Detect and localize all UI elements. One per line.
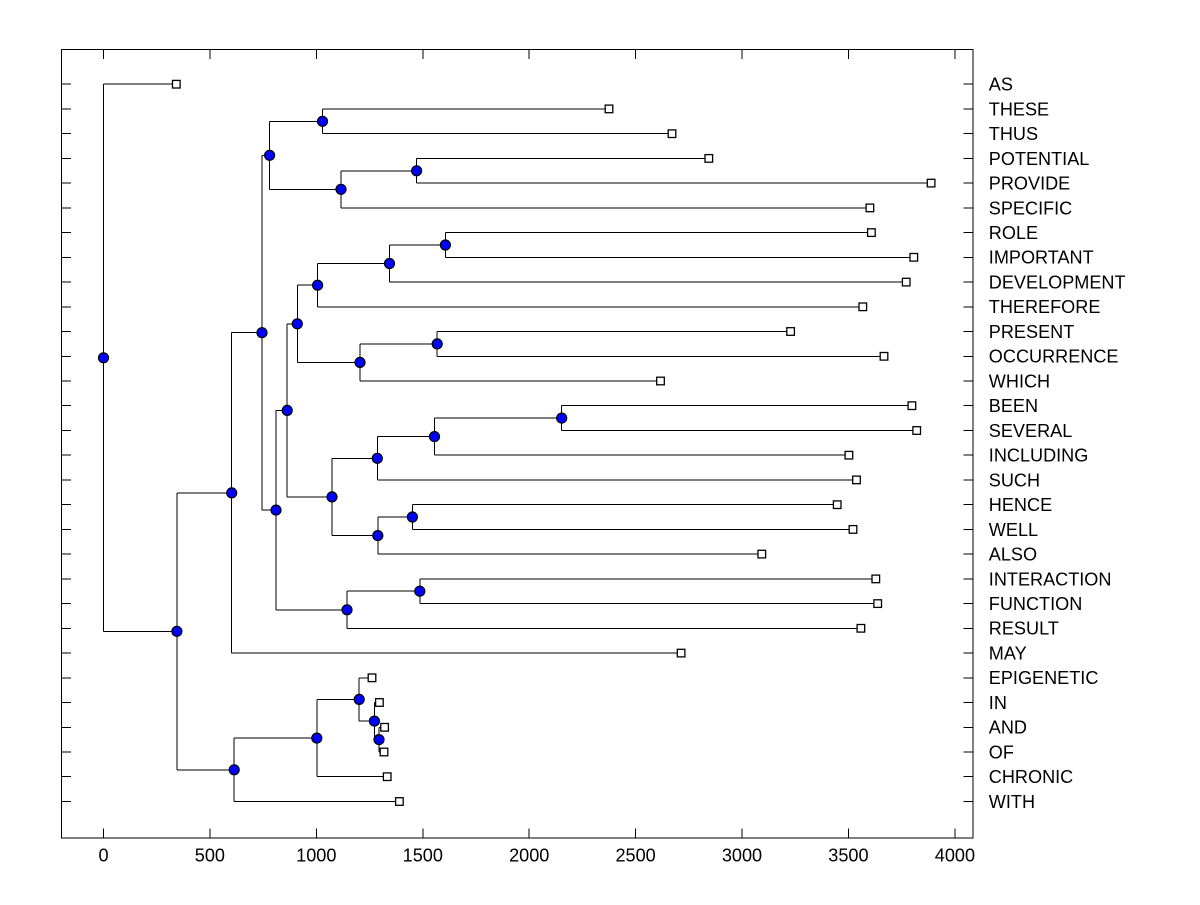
svg-text:INCLUDING: INCLUDING: [989, 446, 1089, 466]
svg-text:ROLE: ROLE: [989, 223, 1038, 243]
svg-text:AS: AS: [989, 75, 1013, 95]
svg-text:PRESENT: PRESENT: [989, 322, 1074, 342]
svg-text:OF: OF: [989, 742, 1014, 762]
svg-text:SPECIFIC: SPECIFIC: [989, 198, 1072, 218]
svg-text:SEVERAL: SEVERAL: [989, 421, 1072, 441]
svg-text:0: 0: [98, 846, 108, 866]
svg-text:EPIGENETIC: EPIGENETIC: [989, 668, 1099, 688]
svg-text:POTENTIAL: POTENTIAL: [989, 149, 1090, 169]
svg-text:THESE: THESE: [989, 99, 1049, 119]
svg-text:2500: 2500: [615, 846, 655, 866]
svg-text:IMPORTANT: IMPORTANT: [989, 248, 1094, 268]
svg-text:HENCE: HENCE: [989, 495, 1052, 515]
svg-text:INTERACTION: INTERACTION: [989, 569, 1112, 589]
svg-text:CHRONIC: CHRONIC: [989, 767, 1073, 787]
svg-text:2000: 2000: [509, 846, 549, 866]
svg-text:PROVIDE: PROVIDE: [989, 174, 1070, 194]
svg-text:DEVELOPMENT: DEVELOPMENT: [989, 273, 1126, 293]
svg-text:3000: 3000: [722, 846, 762, 866]
svg-text:AND: AND: [989, 718, 1027, 738]
svg-text:MAY: MAY: [989, 644, 1027, 664]
svg-text:1000: 1000: [296, 846, 336, 866]
svg-text:ALSO: ALSO: [989, 545, 1037, 565]
svg-text:500: 500: [195, 846, 225, 866]
svg-text:WELL: WELL: [989, 520, 1038, 540]
svg-text:3500: 3500: [828, 846, 868, 866]
svg-text:IN: IN: [989, 693, 1007, 713]
svg-text:OCCURRENCE: OCCURRENCE: [989, 347, 1119, 367]
svg-text:WITH: WITH: [989, 792, 1035, 812]
svg-text:THEREFORE: THEREFORE: [989, 297, 1101, 317]
svg-text:1500: 1500: [403, 846, 443, 866]
svg-text:RESULT: RESULT: [989, 619, 1059, 639]
svg-text:WHICH: WHICH: [989, 371, 1050, 391]
svg-text:SUCH: SUCH: [989, 470, 1040, 490]
svg-text:BEEN: BEEN: [989, 396, 1038, 416]
svg-text:THUS: THUS: [989, 124, 1038, 144]
svg-text:4000: 4000: [935, 846, 975, 866]
svg-text:FUNCTION: FUNCTION: [989, 594, 1082, 614]
